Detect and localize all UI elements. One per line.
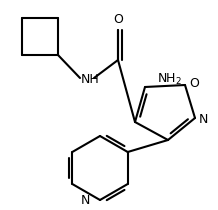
Text: O: O: [113, 13, 123, 26]
Text: N: N: [81, 193, 90, 206]
Text: O: O: [189, 76, 199, 89]
Text: NH$_2$: NH$_2$: [157, 71, 182, 87]
Text: NH: NH: [81, 72, 100, 85]
Text: N: N: [199, 113, 208, 126]
